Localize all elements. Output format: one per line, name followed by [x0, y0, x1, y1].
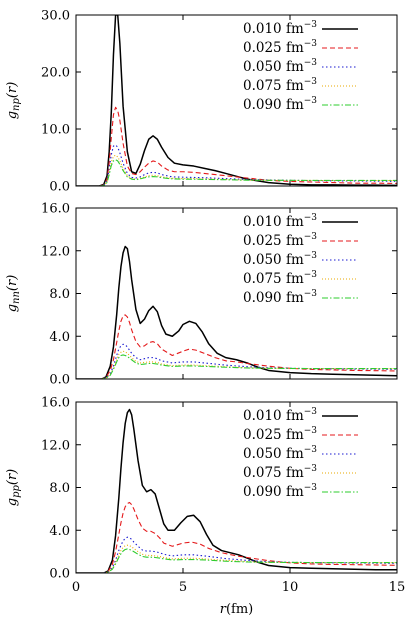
legend-entry: 0.025 fm−3 [243, 426, 358, 443]
legend-entry: 0.010 fm−3 [243, 213, 358, 230]
y-axis-label: gnp(r) [5, 82, 22, 120]
legend-entry: 0.090 fm−3 [243, 483, 358, 500]
y-tick-label: 4.0 [49, 524, 70, 539]
legend-entry: 0.075 fm−3 [243, 270, 358, 287]
series-line-0.025 [76, 315, 397, 379]
legend: 0.010 fm−3 0.025 fm−3 0.050 fm−3 0.075 fm−3… [243, 213, 358, 306]
y-tick-label: 16.0 [41, 202, 70, 217]
legend-entry: 0.050 fm−3 [243, 251, 358, 268]
y-tick-label: 10.0 [41, 123, 70, 138]
series-line-0.010 [76, 409, 397, 573]
legend: 0.010 fm−3 0.025 fm−3 0.050 fm−3 0.075 fm−3… [243, 20, 358, 113]
legend: 0.010 fm−3 0.025 fm−3 0.050 fm−3 0.075 fm−3… [243, 407, 358, 500]
legend-entry: 0.010 fm−3 [243, 20, 358, 37]
y-axis-label: gnn(r) [5, 275, 22, 313]
y-tick-label: 16.0 [41, 396, 70, 411]
legend-label: 0.075 fm−3 [243, 270, 317, 287]
y-tick-label: 0.0 [49, 373, 70, 388]
y-axis-label: gpp(r) [5, 469, 22, 507]
x-tick-label: 0 [72, 580, 80, 595]
legend-label: 0.075 fm−3 [243, 77, 317, 94]
legend-label: 0.050 fm−3 [243, 251, 317, 268]
legend-label: 0.010 fm−3 [243, 407, 317, 424]
legend-label: 0.010 fm−3 [243, 213, 317, 230]
legend-entry: 0.025 fm−3 [243, 39, 358, 56]
series-line-0.010 [76, 246, 397, 379]
legend-label: 0.075 fm−3 [243, 464, 317, 481]
legend-entry: 0.010 fm−3 [243, 407, 358, 424]
y-tick-label: 20.0 [41, 66, 70, 81]
legend-label: 0.025 fm−3 [243, 232, 317, 249]
series-line-0.050 [76, 537, 397, 573]
legend-label: 0.090 fm−3 [243, 289, 317, 306]
legend-label: 0.090 fm−3 [243, 96, 317, 113]
x-tick-label: 15 [389, 580, 406, 595]
legend-entry: 0.090 fm−3 [243, 289, 358, 306]
legend-label: 0.050 fm−3 [243, 445, 317, 462]
y-tick-label: 4.0 [49, 330, 70, 345]
legend-entry: 0.075 fm−3 [243, 464, 358, 481]
legend-entry: 0.050 fm−3 [243, 58, 358, 75]
y-tick-label: 12.0 [41, 438, 70, 453]
y-tick-label: 30.0 [41, 9, 70, 24]
y-tick-label: 0.0 [49, 567, 70, 582]
series-line-0.010 [76, 15, 397, 186]
legend-entry: 0.090 fm−3 [243, 96, 358, 113]
y-tick-label: 8.0 [49, 481, 70, 496]
series-line-0.075 [76, 155, 397, 186]
legend-label: 0.025 fm−3 [243, 39, 317, 56]
plot-frame [76, 208, 397, 379]
panel-pp: 0 5 10 15 0.0 4.0 8.0 12.0 16.0 gpp(r) r(fm) 0.010 … [5, 396, 405, 618]
legend-label: 0.010 fm−3 [243, 20, 317, 37]
series-line-0.090 [76, 160, 397, 186]
x-tick-label: 10 [282, 580, 299, 595]
legend-label: 0.050 fm−3 [243, 58, 317, 75]
legend-entry: 0.025 fm−3 [243, 232, 358, 249]
y-tick-label: 0.0 [49, 180, 70, 195]
y-tick-label: 8.0 [49, 287, 70, 302]
legend-label: 0.025 fm−3 [243, 426, 317, 443]
legend-entry: 0.075 fm−3 [243, 77, 358, 94]
legend-entry: 0.050 fm−3 [243, 445, 358, 462]
plot-frame [76, 15, 397, 186]
y-tick-label: 12.0 [41, 244, 70, 259]
x-axis-label: r(fm) [220, 602, 254, 617]
legend-label: 0.090 fm−3 [243, 483, 317, 500]
series-line-0.050 [76, 344, 397, 379]
panel-np: 0.0 10.0 20.0 30.0 gnp(r) 0.010 fm−3 0.025 fm−… [5, 9, 397, 195]
x-tick-label: 5 [179, 580, 187, 595]
panel-nn: 0.0 4.0 8.0 12.0 16.0 gnn(r) 0.010 fm−3 0.025 f… [5, 202, 397, 388]
